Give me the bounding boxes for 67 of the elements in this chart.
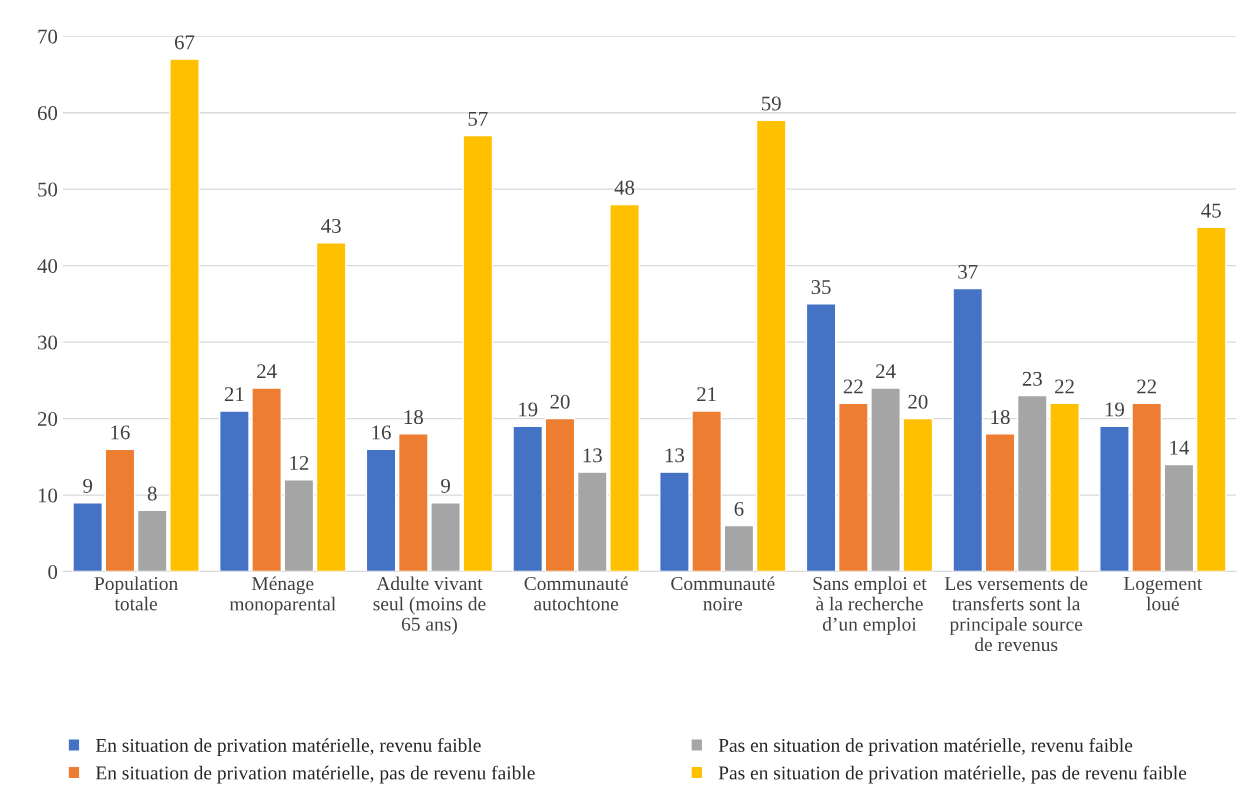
data-label: 20 xyxy=(550,394,570,409)
bar xyxy=(1163,463,1195,572)
data-label: 23 xyxy=(1022,371,1042,386)
data-label: 21 xyxy=(224,387,244,401)
data-label: 20 xyxy=(908,394,928,409)
data-label: 43 xyxy=(321,218,341,233)
bar xyxy=(723,524,755,572)
bar xyxy=(902,417,934,572)
data-label: 8 xyxy=(147,486,157,501)
data-label: 37 xyxy=(958,264,978,279)
bar xyxy=(72,502,104,572)
bar xyxy=(365,448,397,572)
data-label: 24 xyxy=(257,364,277,379)
data-label: 48 xyxy=(614,180,635,195)
x-tick-label: Sans emploi et à la recherche d’un emploi xyxy=(813,576,927,635)
data-label: 9 xyxy=(441,478,450,493)
bar xyxy=(544,417,576,572)
data-label: 22 xyxy=(1137,379,1156,394)
data-label: 18 xyxy=(404,410,423,425)
bar xyxy=(283,479,315,572)
bar xyxy=(512,425,544,572)
data-label: 13 xyxy=(665,448,684,463)
y-tick-label: 70 xyxy=(38,29,58,44)
data-label: 35 xyxy=(811,280,831,295)
y-tick-label: 30 xyxy=(38,335,58,350)
data-label: 57 xyxy=(468,112,488,126)
data-label: 16 xyxy=(111,425,130,440)
data-label: 21 xyxy=(697,387,716,401)
y-tick-label: 50 xyxy=(38,182,58,197)
x-tick-label: Population totale xyxy=(94,576,178,611)
legend-label: Pas en situation de privation matérielle, pas de revenu faible xyxy=(718,765,1187,784)
data-label: 24 xyxy=(876,364,896,379)
y-tick-label: 40 xyxy=(37,259,58,274)
data-label: 12 xyxy=(290,455,309,470)
data-label: 14 xyxy=(1170,440,1190,455)
legend-label: En situation de privation matérielle, revenu faible xyxy=(95,738,481,756)
bar xyxy=(104,448,136,572)
legend-label: En situation de privation matérielle, pas de revenu faible xyxy=(95,765,535,784)
data-label: 22 xyxy=(843,379,863,394)
data-label: 59 xyxy=(762,96,781,111)
data-label: 13 xyxy=(583,448,602,463)
bar xyxy=(755,119,787,572)
data-label: 18 xyxy=(991,410,1010,425)
y-tick-label: 10 xyxy=(38,488,58,503)
bar xyxy=(1195,226,1227,572)
data-label: 22 xyxy=(1055,379,1074,394)
data-label: 19 xyxy=(1105,402,1124,417)
y-tick-label: 60 xyxy=(37,106,58,121)
x-tick-label: Les versements de transferts sont la principale source de revenus xyxy=(944,576,1088,652)
y-tick-label: 0 xyxy=(48,564,58,579)
bar xyxy=(805,303,837,572)
x-tick-label: Communauté autochtone xyxy=(524,576,628,611)
data-label: 67 xyxy=(174,35,195,50)
data-label: 19 xyxy=(519,402,538,417)
legend-label: Pas en situation de privation matérielle, revenu faible xyxy=(718,738,1133,756)
data-label: 9 xyxy=(83,478,93,493)
bar xyxy=(952,287,984,572)
data-label: 6 xyxy=(734,501,744,516)
data-label: 16 xyxy=(372,425,391,440)
x-tick-label: Logement loué xyxy=(1123,577,1203,611)
x-tick-label: Communauté noire xyxy=(671,576,775,611)
x-tick-label: Adulte vivant seul (moins de 65 ans) xyxy=(373,576,486,635)
data-label: 45 xyxy=(1201,203,1221,218)
bar xyxy=(315,242,347,572)
x-tick-label: Ménage monoparental xyxy=(229,576,336,615)
y-tick-label: 20 xyxy=(37,411,58,427)
bar xyxy=(984,433,1016,572)
